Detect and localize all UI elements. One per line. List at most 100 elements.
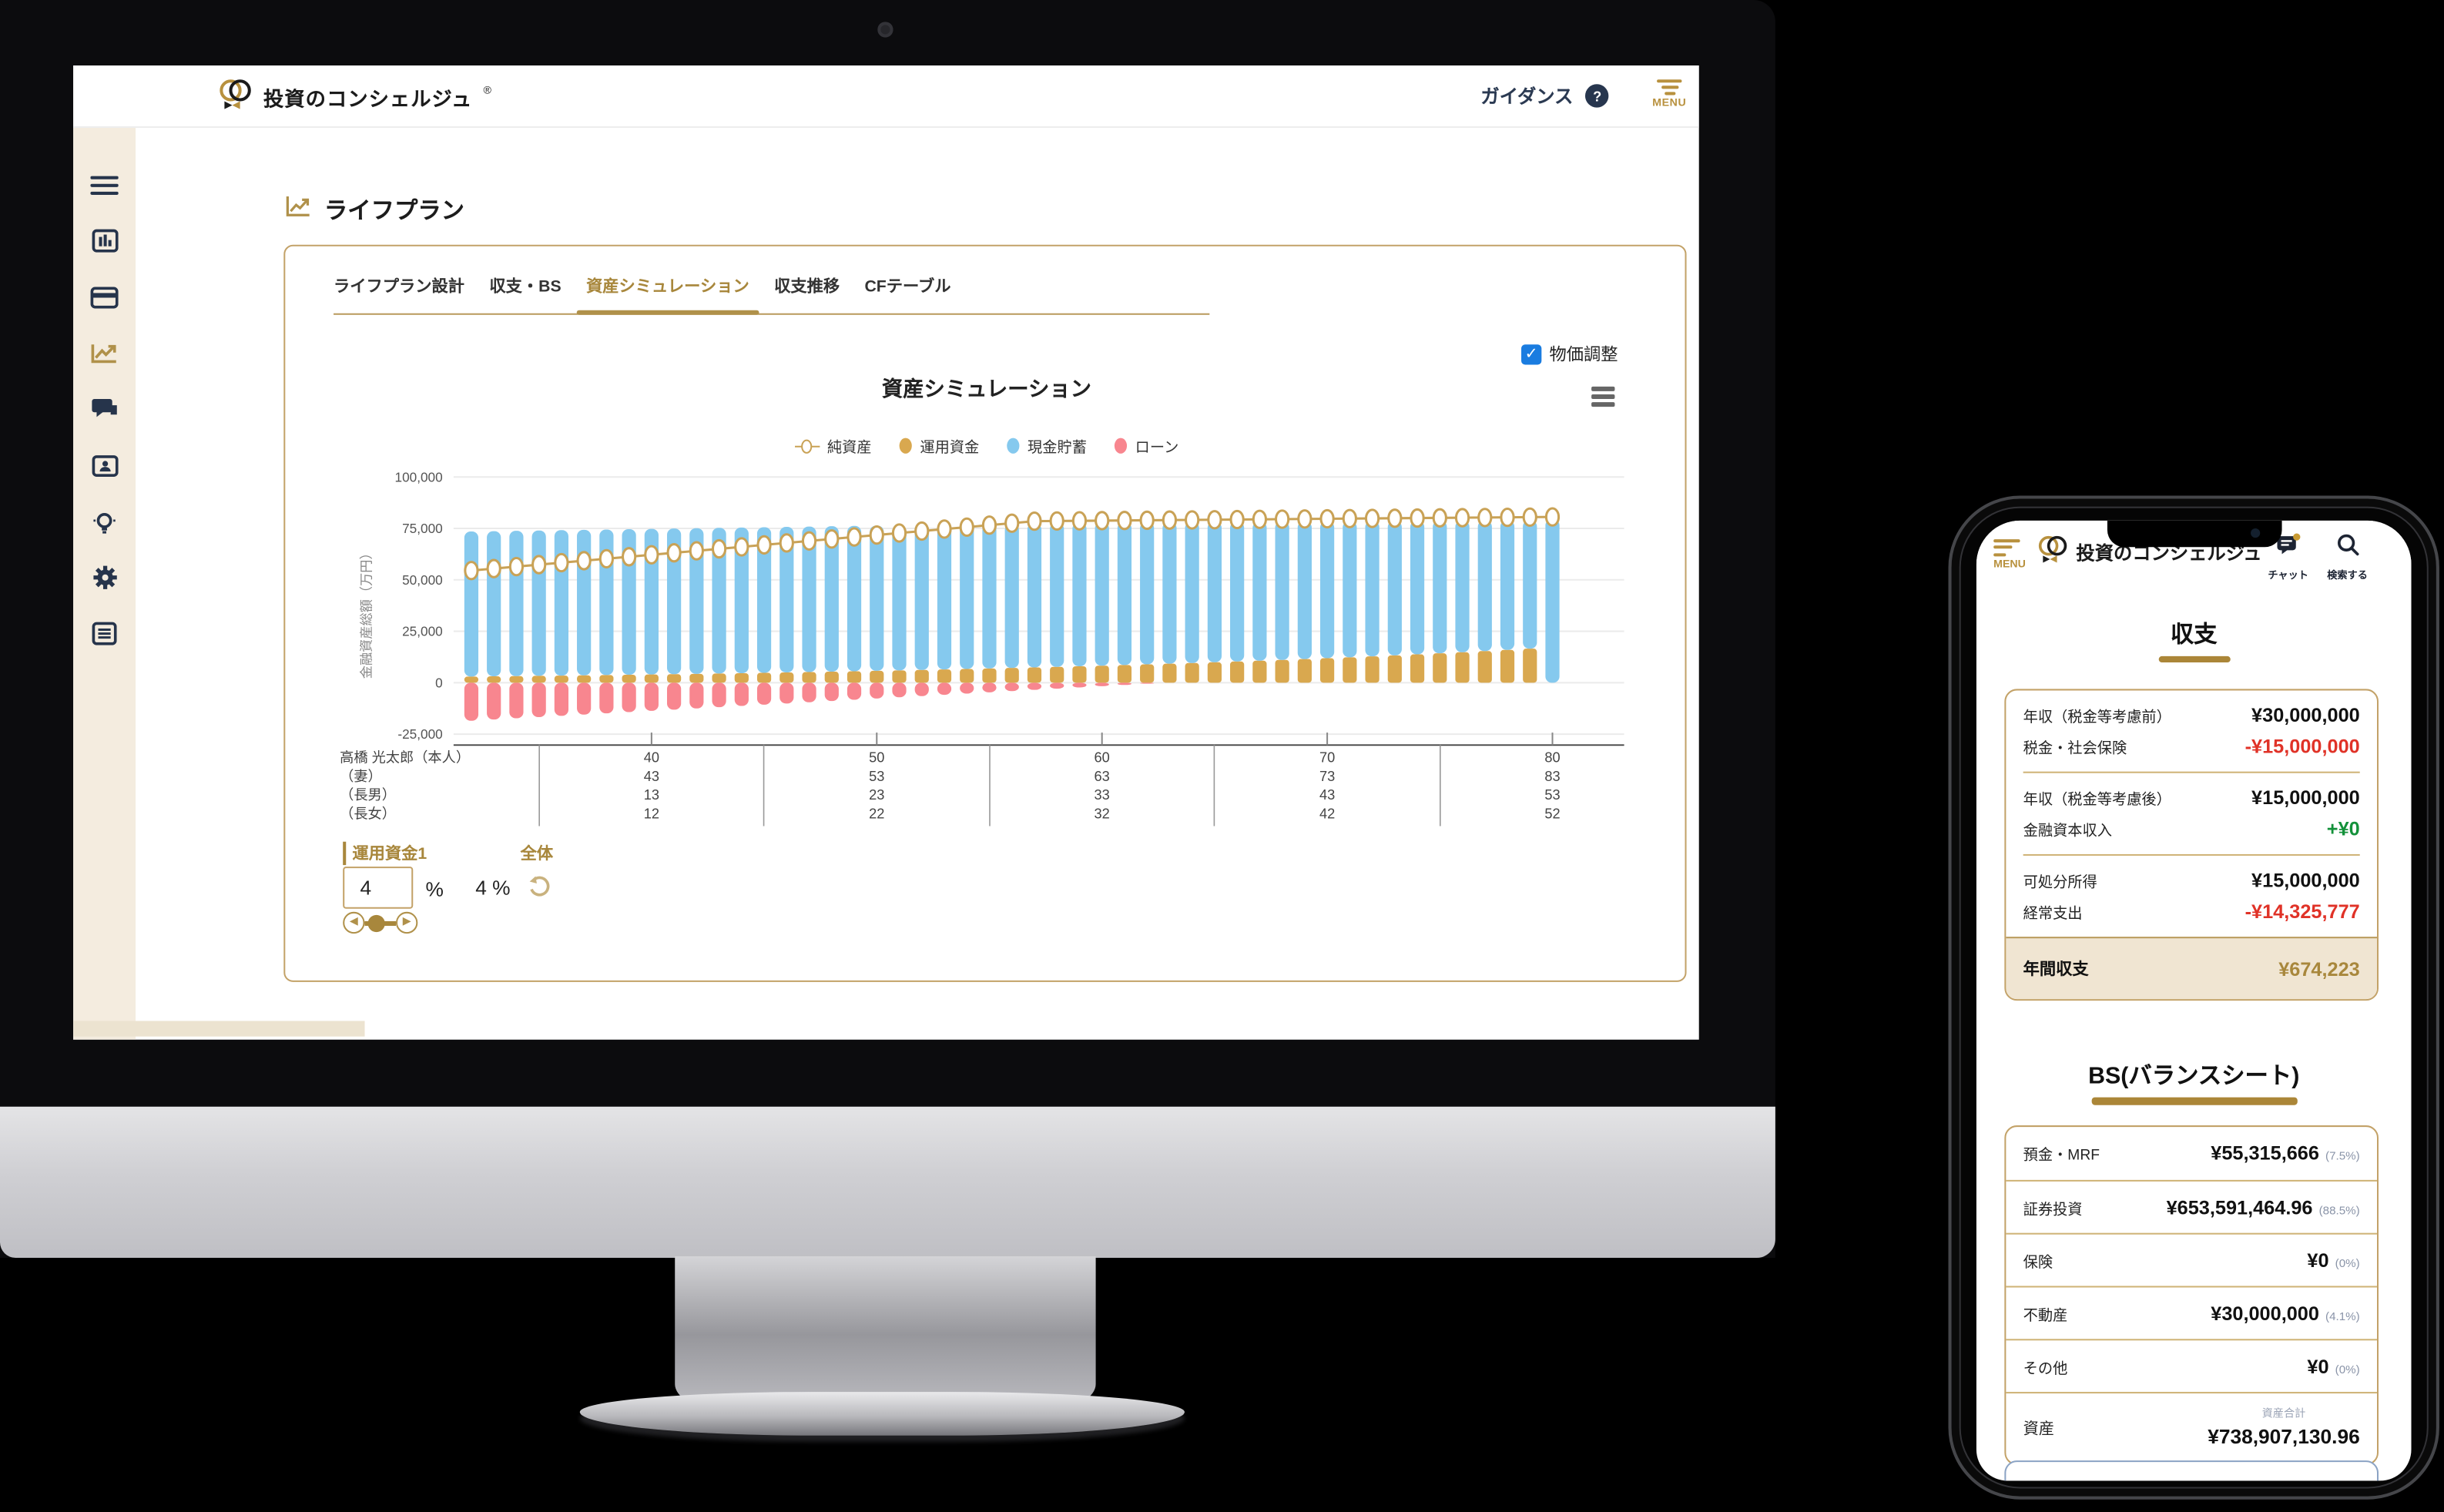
app-header: 投資のコンシェルジュ ® ガイダンス ? MENU xyxy=(73,65,1699,128)
trend-chart-icon xyxy=(285,194,311,225)
legend-label: ローン xyxy=(1135,439,1179,457)
bs-row: 預金・MRF ¥55,315,666 (7.5%) xyxy=(2006,1127,2377,1180)
svg-text:13: 13 xyxy=(644,787,659,803)
bs-total-label: 資産 xyxy=(2023,1421,2055,1439)
legend-item[interactable]: 現金貯蓄 xyxy=(1007,435,1087,457)
bs-row-percent: (0%) xyxy=(2335,1256,2360,1270)
sidebar-item-settings[interactable] xyxy=(73,561,136,602)
income-group: 年収（税金等考慮後） ¥15,000,000 金融資本収入 +¥0 xyxy=(2006,773,2377,854)
svg-text:73: 73 xyxy=(1319,769,1335,784)
sidebar-item-ideas[interactable] xyxy=(73,505,136,546)
guidance-label: ガイダンス xyxy=(1480,85,1574,108)
legend-dot-icon xyxy=(1115,438,1128,454)
sidebar-bottom-strip xyxy=(73,1021,365,1037)
svg-text:（妻）: （妻） xyxy=(340,769,382,784)
sidebar-item-profile[interactable] xyxy=(73,449,136,490)
sidebar-item-chat[interactable] xyxy=(73,393,136,434)
price-adjust-label: 物価調整 xyxy=(1549,346,1618,365)
tab-2[interactable]: 収支・BS xyxy=(489,277,562,297)
sidebar-item-reports[interactable] xyxy=(73,617,136,658)
tab-3[interactable]: 資産シミュレーション xyxy=(576,274,758,315)
income-row-value: ¥15,000,000 xyxy=(2251,786,2360,810)
phone-body: MENU 投資のコンシェルジュ チャット xyxy=(1948,495,2439,1500)
fund1-label: 運用資金1 xyxy=(343,841,427,866)
legend-item[interactable]: 運用資金 xyxy=(900,435,979,457)
svg-text:33: 33 xyxy=(1095,787,1110,803)
tab-4[interactable]: 収支推移 xyxy=(774,277,840,297)
svg-text:50: 50 xyxy=(869,750,884,766)
logo-rings-icon xyxy=(218,78,253,117)
sidebar-item-menu[interactable] xyxy=(73,169,136,210)
app-logo[interactable]: 投資のコンシェルジュ ® xyxy=(218,78,491,117)
sidebar-item-lifeplan[interactable] xyxy=(73,337,136,377)
lifeplan-card: ライフプラン設計 収支・BS 資産シミュレーション 収支推移 CFテーブル ✓ 物価調整… xyxy=(283,244,1687,982)
sidebar xyxy=(73,127,136,1040)
phone-search-button[interactable]: 検索する xyxy=(2313,533,2382,582)
gear-icon xyxy=(91,565,117,599)
slider-increase-button[interactable]: ▶ xyxy=(395,911,418,934)
page-title-text: ライフプラン xyxy=(324,197,465,225)
monitor-stand-base xyxy=(579,1392,1185,1436)
tab-5[interactable]: CFテーブル xyxy=(864,277,951,297)
bs-row-percent: (4.1%) xyxy=(2325,1308,2360,1323)
slider-handle[interactable] xyxy=(367,914,385,933)
bs-total-sublabel: 資産合計 xyxy=(2261,1409,2306,1420)
percent-symbol: % xyxy=(425,877,444,901)
undo-icon[interactable] xyxy=(527,874,551,899)
page-title: ライフプラン xyxy=(285,193,464,226)
asset-chart: 100,000 75,000 50,000 25,000 0 -25,000 金融資産総額（… xyxy=(337,464,1634,834)
svg-text:43: 43 xyxy=(644,769,659,784)
help-icon[interactable]: ? xyxy=(1585,84,1609,108)
fund1-rate-input[interactable] xyxy=(343,867,414,909)
annual-balance-row: 年間収支 ¥674,223 xyxy=(2006,937,2377,1000)
header-menu-button[interactable]: MENU xyxy=(1648,76,1691,109)
bs-row-percent: (7.5%) xyxy=(2325,1148,2360,1163)
income-row: 税金・社会保険 -¥15,000,000 xyxy=(2006,731,2377,762)
logo-registered-mark: ® xyxy=(483,85,491,97)
menu-lines-icon xyxy=(1993,538,2040,556)
phone-menu-button[interactable]: MENU xyxy=(1993,535,2040,571)
income-row-value: -¥14,325,777 xyxy=(2245,900,2360,923)
svg-text:100,000: 100,000 xyxy=(395,469,443,484)
price-adjust-checkbox[interactable]: ✓ xyxy=(1521,344,1542,364)
sidebar-item-dashboard[interactable] xyxy=(73,224,136,265)
bs-row-label: 不動産 xyxy=(2023,1306,2068,1325)
annual-balance-label: 年間収支 xyxy=(2023,960,2089,979)
monitor-body: 投資のコンシェルジュ ® ガイダンス ? MENU xyxy=(0,0,1775,1259)
svg-text:23: 23 xyxy=(869,787,884,803)
svg-text:25,000: 25,000 xyxy=(402,624,443,639)
legend-dot-icon xyxy=(1007,438,1020,454)
svg-text:50,000: 50,000 xyxy=(402,572,443,588)
slider-decrease-button[interactable]: ◀ xyxy=(343,911,365,934)
monitor-screen: 投資のコンシェルジュ ® ガイダンス ? MENU xyxy=(73,65,1699,1040)
income-row-label: 年収（税金等考慮前） xyxy=(2023,709,2171,726)
income-row-label: 可処分所得 xyxy=(2023,874,2097,892)
bs-total-row: 資産 資産合計 ¥738,907,130.96 xyxy=(2006,1392,2377,1463)
svg-text:42: 42 xyxy=(1319,806,1335,821)
svg-text:60: 60 xyxy=(1095,750,1110,766)
legend-label: 現金貯蓄 xyxy=(1028,439,1087,457)
svg-text:80: 80 xyxy=(1544,750,1560,766)
legend-item[interactable]: 純資産 xyxy=(794,435,872,457)
chart-menu-icon[interactable] xyxy=(1591,386,1615,410)
annual-balance-value: ¥674,223 xyxy=(2278,957,2360,980)
income-row: 金融資本収入 +¥0 xyxy=(2006,813,2377,844)
tab-1[interactable]: ライフプラン設計 xyxy=(334,277,465,297)
bs-total-value: ¥738,907,130.96 xyxy=(2208,1424,2360,1448)
phone-chat-button[interactable]: チャット xyxy=(2254,533,2322,582)
svg-text:（長女）: （長女） xyxy=(340,806,396,821)
income-row-label: 税金・社会保険 xyxy=(2023,740,2127,758)
bs-row-label: その他 xyxy=(2023,1359,2068,1377)
phone-search-label: 検索する xyxy=(2327,570,2368,582)
guidance-link[interactable]: ガイダンス ? xyxy=(1480,82,1609,109)
bs-section-title: BS(バランスシート) xyxy=(2088,1063,2300,1090)
trend-chart-icon xyxy=(90,342,118,371)
sidebar-item-accounts[interactable] xyxy=(73,280,136,321)
bs-row: 不動産 ¥30,000,000 (4.1%) xyxy=(2006,1286,2377,1339)
income-group: 年収（税金等考慮前） ¥30,000,000 税金・社会保険 -¥15,000,000 xyxy=(2006,690,2377,771)
fund1-rate-slider[interactable]: ◀ ▶ xyxy=(343,911,418,935)
bs-row: 証券投資 ¥653,591,464.96 (88.5%) xyxy=(2006,1179,2377,1233)
legend-item[interactable]: ローン xyxy=(1115,435,1178,457)
svg-text:高橋 光太郎（本人）: 高橋 光太郎（本人） xyxy=(340,750,470,766)
